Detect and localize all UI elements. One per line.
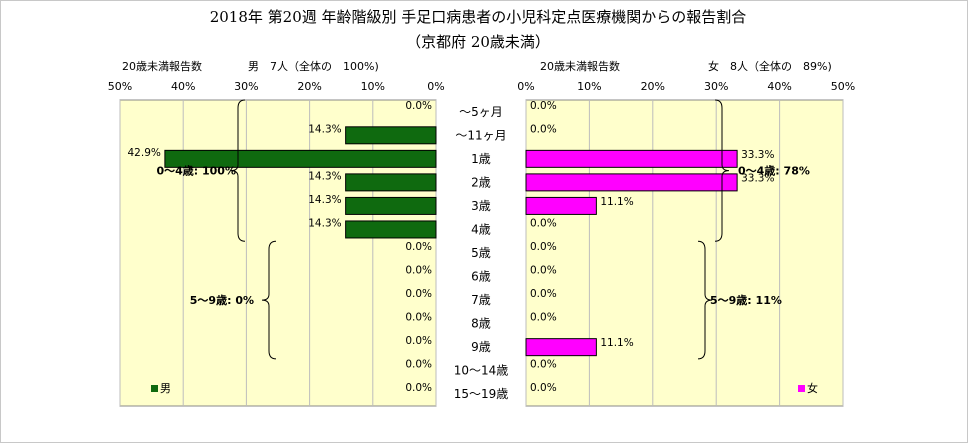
female-tick-label: 50% — [831, 80, 855, 93]
female-axis-title: 20歳未満報告数 — [540, 60, 620, 73]
female-group-label: 5～9歳: 11% — [710, 293, 782, 307]
male-tick-labels: 50% 40% 30% 20% 10% 0% — [108, 80, 445, 93]
female-tick-labels: 50% 40% 30% 20% 10% 0% — [517, 80, 855, 93]
female-data-label: 11.1% — [600, 196, 633, 208]
male-data-label: 0.0% — [405, 335, 432, 347]
female-data-label: 0.0% — [530, 312, 557, 324]
male-legend-swatch — [151, 385, 158, 392]
male-tick-label: 0% — [427, 80, 444, 93]
female-data-label: 0.0% — [530, 359, 557, 371]
male-data-labels: 0.0% 14.3% 42.9% 14.3% 14.3% 14.3% 0.0% 0.0% 0.0… — [128, 100, 432, 394]
category-label: 4歳 — [471, 222, 491, 236]
female-group-bracket — [714, 99, 730, 242]
female-summary: 女 8人（全体の 89%) — [708, 59, 832, 73]
male-bar — [164, 149, 437, 168]
category-label: 7歳 — [471, 293, 491, 307]
male-tick-label: 50% — [108, 80, 132, 93]
male-data-label: 14.3% — [308, 123, 341, 135]
female-data-label: 0.0% — [530, 241, 557, 253]
female-data-label: 0.0% — [530, 217, 557, 229]
female-data-label: 0.0% — [530, 288, 557, 300]
male-plot-area — [119, 99, 437, 407]
male-group-label: 5～9歳: 0% — [190, 293, 254, 307]
female-data-label: 0.0% — [530, 100, 557, 112]
female-data-labels: 0.0% 0.0% 33.3% 33.3% 11.1% 0.0% 0.0% 0.0% 0.0% 0… — [530, 100, 775, 394]
male-data-label: 42.9% — [128, 147, 161, 159]
female-bar — [525, 149, 738, 168]
male-tick-label: 40% — [171, 80, 195, 93]
female-tick-label: 20% — [641, 80, 665, 93]
female-bars — [525, 149, 738, 357]
male-data-label: 0.0% — [405, 382, 432, 394]
male-data-label: 0.0% — [405, 359, 432, 371]
category-label: 5歳 — [471, 246, 491, 260]
male-axis-title: 20歳未満報告数 — [122, 60, 202, 73]
female-data-label: 0.0% — [530, 265, 557, 277]
male-bar — [345, 173, 437, 192]
female-tick-label: 10% — [577, 80, 601, 93]
female-legend-swatch — [798, 385, 805, 392]
male-group-bracket — [230, 99, 246, 242]
female-tick-label: 30% — [704, 80, 728, 93]
male-data-label: 0.0% — [405, 312, 432, 324]
male-data-label: 14.3% — [308, 170, 341, 182]
male-bar — [345, 126, 437, 145]
male-tick-label: 10% — [361, 80, 385, 93]
female-bar — [525, 338, 597, 357]
male-tick-label: 30% — [234, 80, 258, 93]
male-data-label: 14.3% — [308, 194, 341, 206]
male-bar — [345, 196, 437, 215]
female-bar — [525, 173, 738, 192]
category-label: 6歳 — [471, 270, 491, 284]
category-label: 1歳 — [471, 152, 491, 166]
male-data-label: 0.0% — [405, 265, 432, 277]
male-data-label: 0.0% — [405, 100, 432, 112]
male-group-label: 0～4歳: 100% — [156, 164, 236, 178]
female-data-label: 0.0% — [530, 382, 557, 394]
category-label: ～11ヶ月 — [455, 128, 506, 142]
male-tick-label: 20% — [297, 80, 321, 93]
female-group-label: 0～4歳: 78% — [738, 164, 810, 178]
male-data-label: 0.0% — [405, 288, 432, 300]
chart-title-line1: 2018年 第20週 年齢階級別 手足口病患者の小児科定点医療機関からの報告割合 — [210, 8, 747, 26]
female-group-brackets: 0～4歳: 78% 5～9歳: 11% — [697, 99, 810, 360]
female-bar — [525, 196, 597, 215]
category-label: 9歳 — [471, 340, 491, 354]
male-bar — [345, 220, 437, 239]
category-label: 15～19歳 — [454, 387, 509, 401]
male-data-label: 14.3% — [308, 217, 341, 229]
category-label: 8歳 — [471, 317, 491, 331]
male-group-brackets: 0～4歳: 100% 5～9歳: 0% — [156, 99, 277, 360]
female-data-label: 11.1% — [600, 337, 633, 349]
female-data-label: 33.3% — [741, 149, 774, 161]
female-legend-label: 女 — [807, 381, 818, 395]
category-labels: ～5ヶ月 ～11ヶ月 1歳 2歳 3歳 4歳 5歳 6歳 7歳 8歳 9歳 10～14歳 15～19歳 — [454, 105, 509, 401]
category-label: 10～14歳 — [454, 364, 509, 378]
male-group-bracket — [261, 240, 277, 360]
female-data-label: 0.0% — [530, 123, 557, 135]
male-data-label: 0.0% — [405, 241, 432, 253]
chart-title-line2: （京都府 20歳未満） — [406, 33, 550, 51]
male-summary: 男 7人（全体の 100%) — [248, 59, 379, 73]
female-plot-area — [525, 99, 844, 407]
category-label: ～5ヶ月 — [459, 105, 503, 119]
female-tick-label: 0% — [517, 80, 534, 93]
female-group-bracket — [697, 240, 713, 360]
female-tick-label: 40% — [767, 80, 791, 93]
male-legend-label: 男 — [160, 382, 171, 395]
male-bars — [164, 126, 437, 239]
category-label: 2歳 — [471, 175, 491, 189]
female-data-label: 33.3% — [741, 172, 774, 184]
category-label: 3歳 — [471, 199, 491, 213]
